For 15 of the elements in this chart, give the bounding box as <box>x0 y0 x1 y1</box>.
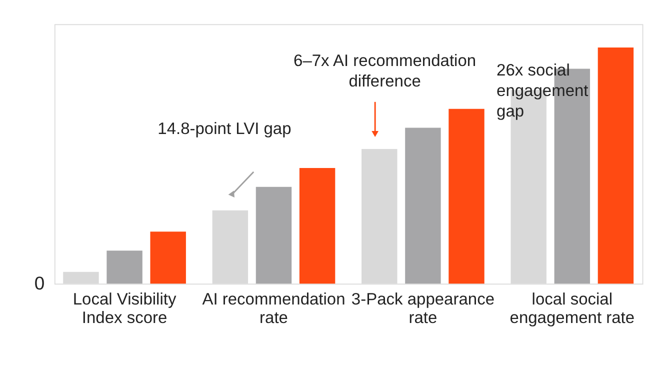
annotation: 14.8-point LVI gap <box>158 120 292 138</box>
bar <box>299 168 336 284</box>
bar <box>448 108 484 284</box>
annotation: 6–7x AI recommendation difference <box>294 52 476 90</box>
text: 0 <box>34 272 45 294</box>
x-tick-label: AI recommendation rate <box>202 290 346 327</box>
bar <box>256 186 292 284</box>
x-tick-label: 3-Pack appearance rate <box>351 290 495 327</box>
x-tick-label: local social engagement rate <box>510 290 635 327</box>
annotation: 26x social engagement gap <box>496 62 589 120</box>
x-tick-label: Local Visibility Index score <box>72 290 177 327</box>
bar <box>106 250 142 284</box>
bar <box>150 232 186 284</box>
bar <box>598 48 634 284</box>
bar <box>405 128 441 284</box>
